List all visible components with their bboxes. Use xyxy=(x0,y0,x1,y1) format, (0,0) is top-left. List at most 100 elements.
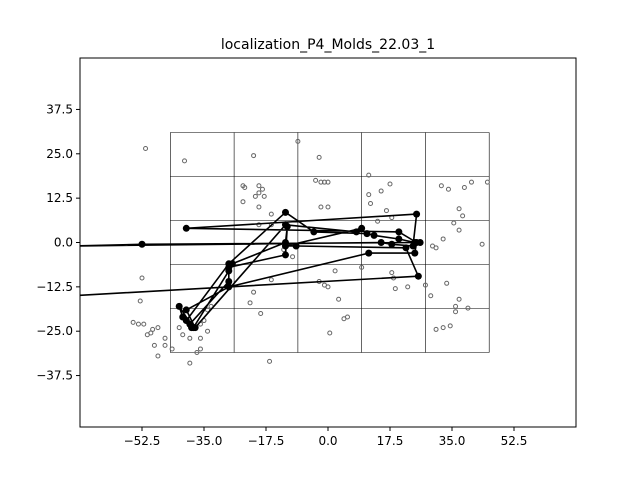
path-point xyxy=(370,231,378,239)
background-point xyxy=(267,358,273,364)
x-tick-label: −35.0 xyxy=(186,434,223,448)
background-point xyxy=(325,204,331,210)
background-point xyxy=(422,282,428,288)
background-point xyxy=(359,264,365,270)
path-point xyxy=(411,249,419,257)
background-point xyxy=(456,206,462,212)
background-point xyxy=(465,305,471,311)
background-point xyxy=(430,243,436,249)
background-point xyxy=(197,346,203,352)
chart-title: localization_P4_Molds_22.03_1 xyxy=(221,37,435,53)
path-point xyxy=(358,224,366,232)
background-point xyxy=(130,319,136,325)
background-point xyxy=(444,280,450,286)
x-tick-label: 35.0 xyxy=(439,434,466,448)
path-point xyxy=(138,240,146,248)
background-point xyxy=(438,183,444,189)
x-tick-label: 0.0 xyxy=(318,434,337,448)
background-point xyxy=(405,284,411,290)
background-point xyxy=(256,204,262,210)
y-tick-label: −12.5 xyxy=(36,280,73,294)
background-point xyxy=(151,342,157,348)
background-point xyxy=(256,222,262,228)
background-point xyxy=(344,314,350,320)
background-point xyxy=(143,145,149,151)
background-point xyxy=(187,335,193,341)
background-point xyxy=(194,349,200,355)
y-tick-label: 0.0 xyxy=(54,236,73,250)
y-tick-label: 25.0 xyxy=(46,147,73,161)
background-point xyxy=(176,325,182,331)
background-point xyxy=(325,284,331,290)
background-point xyxy=(316,154,322,160)
path-point xyxy=(352,228,360,236)
path-point xyxy=(365,249,373,257)
background-point xyxy=(256,190,262,196)
background-point xyxy=(428,293,434,299)
background-point xyxy=(242,185,248,191)
background-point xyxy=(205,307,211,313)
background-point xyxy=(162,342,168,348)
path-point xyxy=(402,244,410,252)
background-point xyxy=(247,300,253,306)
background-point xyxy=(453,303,459,309)
background-point xyxy=(389,270,395,276)
background-point xyxy=(252,193,258,199)
background-point xyxy=(139,275,145,281)
background-point xyxy=(155,353,161,359)
background-point xyxy=(440,236,446,242)
path-point xyxy=(281,251,289,259)
background-point xyxy=(182,158,188,164)
background-point xyxy=(447,323,453,329)
path-point xyxy=(182,306,190,314)
y-tick-label: 12.5 xyxy=(46,191,73,205)
background-point xyxy=(318,204,324,210)
background-point xyxy=(368,200,374,206)
background-point xyxy=(259,186,265,192)
background-point xyxy=(290,254,296,260)
background-point xyxy=(268,211,274,217)
background-point xyxy=(251,289,257,295)
background-point xyxy=(137,298,143,304)
background-point xyxy=(375,218,381,224)
path-point xyxy=(182,317,190,325)
background-point xyxy=(332,268,338,274)
background-points xyxy=(130,138,490,366)
background-point xyxy=(440,325,446,331)
background-point xyxy=(461,185,467,191)
background-point xyxy=(313,177,319,183)
background-point xyxy=(433,326,439,332)
path-point xyxy=(310,228,318,236)
path-point xyxy=(413,210,421,218)
path-point xyxy=(225,260,233,268)
background-point xyxy=(327,330,333,336)
background-point xyxy=(456,227,462,233)
path-point xyxy=(363,230,371,238)
path-point xyxy=(395,235,403,243)
path-point xyxy=(292,242,300,250)
background-point xyxy=(169,346,175,352)
background-point xyxy=(387,181,393,187)
background-point xyxy=(366,172,372,178)
background-point xyxy=(392,286,398,292)
background-point xyxy=(366,192,372,198)
background-point xyxy=(325,179,331,185)
background-point xyxy=(456,296,462,302)
path-point xyxy=(225,278,233,286)
y-tick-label: 37.5 xyxy=(46,102,73,116)
background-point xyxy=(295,138,301,144)
background-point xyxy=(187,360,193,366)
background-point xyxy=(141,321,147,327)
path-point xyxy=(281,242,289,250)
background-point xyxy=(240,199,246,205)
y-tick-label: −37.5 xyxy=(36,369,73,383)
background-point xyxy=(197,335,203,341)
x-tick-label: −52.5 xyxy=(124,434,161,448)
background-point xyxy=(162,335,168,341)
x-axis-ticks: −52.5 −35.0 −17.5 0.0 17.5 35.0 52.5 xyxy=(124,427,527,448)
y-axis-ticks: 37.5 25.0 12.5 0.0 −12.5 −25.0 −37.5 xyxy=(36,102,80,383)
x-tick-label: 17.5 xyxy=(377,434,404,448)
background-point xyxy=(445,186,451,192)
background-point xyxy=(479,241,485,247)
